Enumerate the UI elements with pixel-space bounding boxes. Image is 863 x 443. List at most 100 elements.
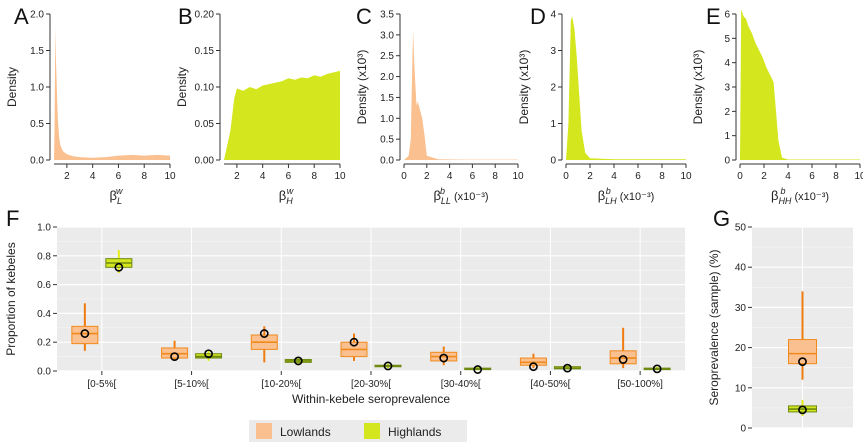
subscript: L (117, 196, 122, 206)
legend: Lowlands Highlands (249, 420, 467, 442)
y-tick-label: 1 (724, 131, 730, 142)
y-tick-label: 0 (740, 424, 746, 435)
y-tick-label: 4 (550, 10, 556, 21)
subscript: LH (605, 196, 617, 206)
box-highlands (464, 365, 492, 374)
y-tick-label: 0.20 (195, 10, 215, 21)
panel-letter: F (6, 206, 19, 231)
x-axis-title: βLLb (x10⁻³) (433, 186, 488, 206)
y-tick-label: 2 (724, 107, 730, 118)
y-axis-title: Seroprevalence (sample) (%) (707, 249, 721, 405)
y-tick-label: 3.5 (380, 10, 394, 21)
y-tick-label: 1.0 (30, 83, 44, 94)
y-tick-label: 2.0 (380, 72, 394, 83)
x-tick-label: 2 (761, 171, 767, 182)
density-area (566, 15, 686, 160)
category-label: [30-40%[ (441, 379, 481, 390)
subscript: LL (441, 196, 451, 206)
y-axis-title: Density (x10³) (517, 50, 531, 125)
observed-point (652, 364, 662, 374)
box-lowlands (250, 326, 278, 363)
box-body (788, 339, 817, 365)
y-tick-label: 0.5 (380, 135, 394, 146)
box-highlands (105, 250, 133, 274)
y-axis-title: Density (5, 67, 19, 107)
x-tick-label: 6 (635, 171, 641, 182)
observed-point (563, 363, 572, 373)
y-tick-label: 1.0 (37, 223, 51, 234)
x-tick-label: 8 (659, 171, 665, 182)
box-lowlands (609, 327, 637, 369)
y-tick-label: 20 (735, 343, 747, 354)
beta-symbol: β (598, 188, 605, 203)
observed-point (618, 355, 628, 364)
category-label: [10-20%[ (261, 379, 301, 390)
observed-point (259, 329, 269, 338)
box-lowlands (519, 353, 547, 372)
y-tick-label: 0 (550, 156, 556, 167)
observed-point (383, 361, 393, 371)
x-unit: (x10⁻³) (617, 191, 655, 203)
box-highlands (284, 356, 312, 366)
y-tick-label: 0.6 (37, 280, 51, 291)
y-tick-label: 0.2 (37, 338, 51, 349)
y-tick-label: 6 (724, 10, 730, 21)
x-tick-label: 0 (737, 171, 743, 182)
x-tick-label: 6 (809, 171, 815, 182)
superscript: b (780, 186, 785, 196)
panel-letter: E (706, 4, 721, 29)
x-tick-label: 8 (833, 171, 839, 182)
y-axis-title: Density (x10³) (355, 50, 369, 125)
y-tick-label: 0.15 (195, 46, 215, 57)
y-axis-title: Proportion of kebeles (4, 242, 18, 355)
panel-e: E 0 1 2 3 4 5 6 0 2 4 6 8 10 Density (x10³) βHHb (x10⁻³… (691, 4, 863, 206)
x-tick-label: 2 (64, 171, 70, 182)
panel-c: C 0.0 0.5 1.0 1.5 2.0 2.5 3.0 3.5 0 2 4 6 8 10 Density … (355, 4, 524, 206)
subscript: HH (778, 196, 791, 206)
y-tick-label: 2.0 (30, 10, 44, 21)
legend-swatch-lowlands (256, 423, 272, 439)
x-axis-title: βLw (110, 186, 124, 206)
panel-f: F 0.0 0.2 0.4 0.6 0.8 1.0 [0-5%[[5-10%[[10-20%[… (4, 206, 685, 406)
beta-symbol: β (110, 188, 117, 203)
y-axis-title: Density (x10³) (691, 50, 705, 125)
superscript: b (606, 186, 611, 196)
y-tick-label: 50 (735, 223, 747, 234)
category-label: [40-50%[ (530, 379, 570, 390)
panel-letter: G (713, 206, 730, 231)
observed-point (170, 352, 179, 361)
x-axis-title: βLHb (x10⁻³) (598, 186, 655, 206)
observed-point (80, 329, 90, 338)
legend-label: Highlands (388, 425, 441, 439)
superscript: b (440, 186, 445, 196)
beta-symbol: β (771, 188, 778, 203)
y-tick-label: 3 (550, 46, 556, 57)
panel-letter: B (178, 4, 193, 29)
observed-point (293, 356, 303, 366)
superscript: w (287, 186, 294, 196)
panel-letter: D (530, 4, 546, 29)
density-area (404, 30, 518, 161)
box-lowlands (161, 340, 189, 361)
x-unit: (x10⁻³) (791, 191, 829, 203)
y-tick-label: 1 (550, 119, 556, 130)
y-tick-label: 40 (735, 263, 747, 274)
box-highlands (553, 363, 581, 373)
y-tick-label: 0.10 (195, 83, 215, 94)
x-tick-label: 10 (680, 171, 692, 182)
y-tick-label: 3 (724, 83, 730, 94)
x-tick-label: 8 (311, 171, 317, 182)
panel-g: G 0 10 20 30 40 50 Seroprevalence (sample) (%) (707, 206, 853, 435)
x-tick-label: 6 (286, 171, 292, 182)
y-tick-label: 10 (735, 383, 747, 394)
x-tick-label: 6 (116, 171, 122, 182)
x-tick-label: 2 (234, 171, 240, 182)
y-tick-label: 1.5 (380, 93, 394, 104)
observed-point (114, 262, 124, 272)
x-axis-title: βHw (279, 186, 294, 206)
box-highlands (643, 364, 671, 374)
observed-point (529, 362, 538, 372)
density-area (740, 9, 860, 160)
x-tick-label: 2 (424, 171, 430, 182)
